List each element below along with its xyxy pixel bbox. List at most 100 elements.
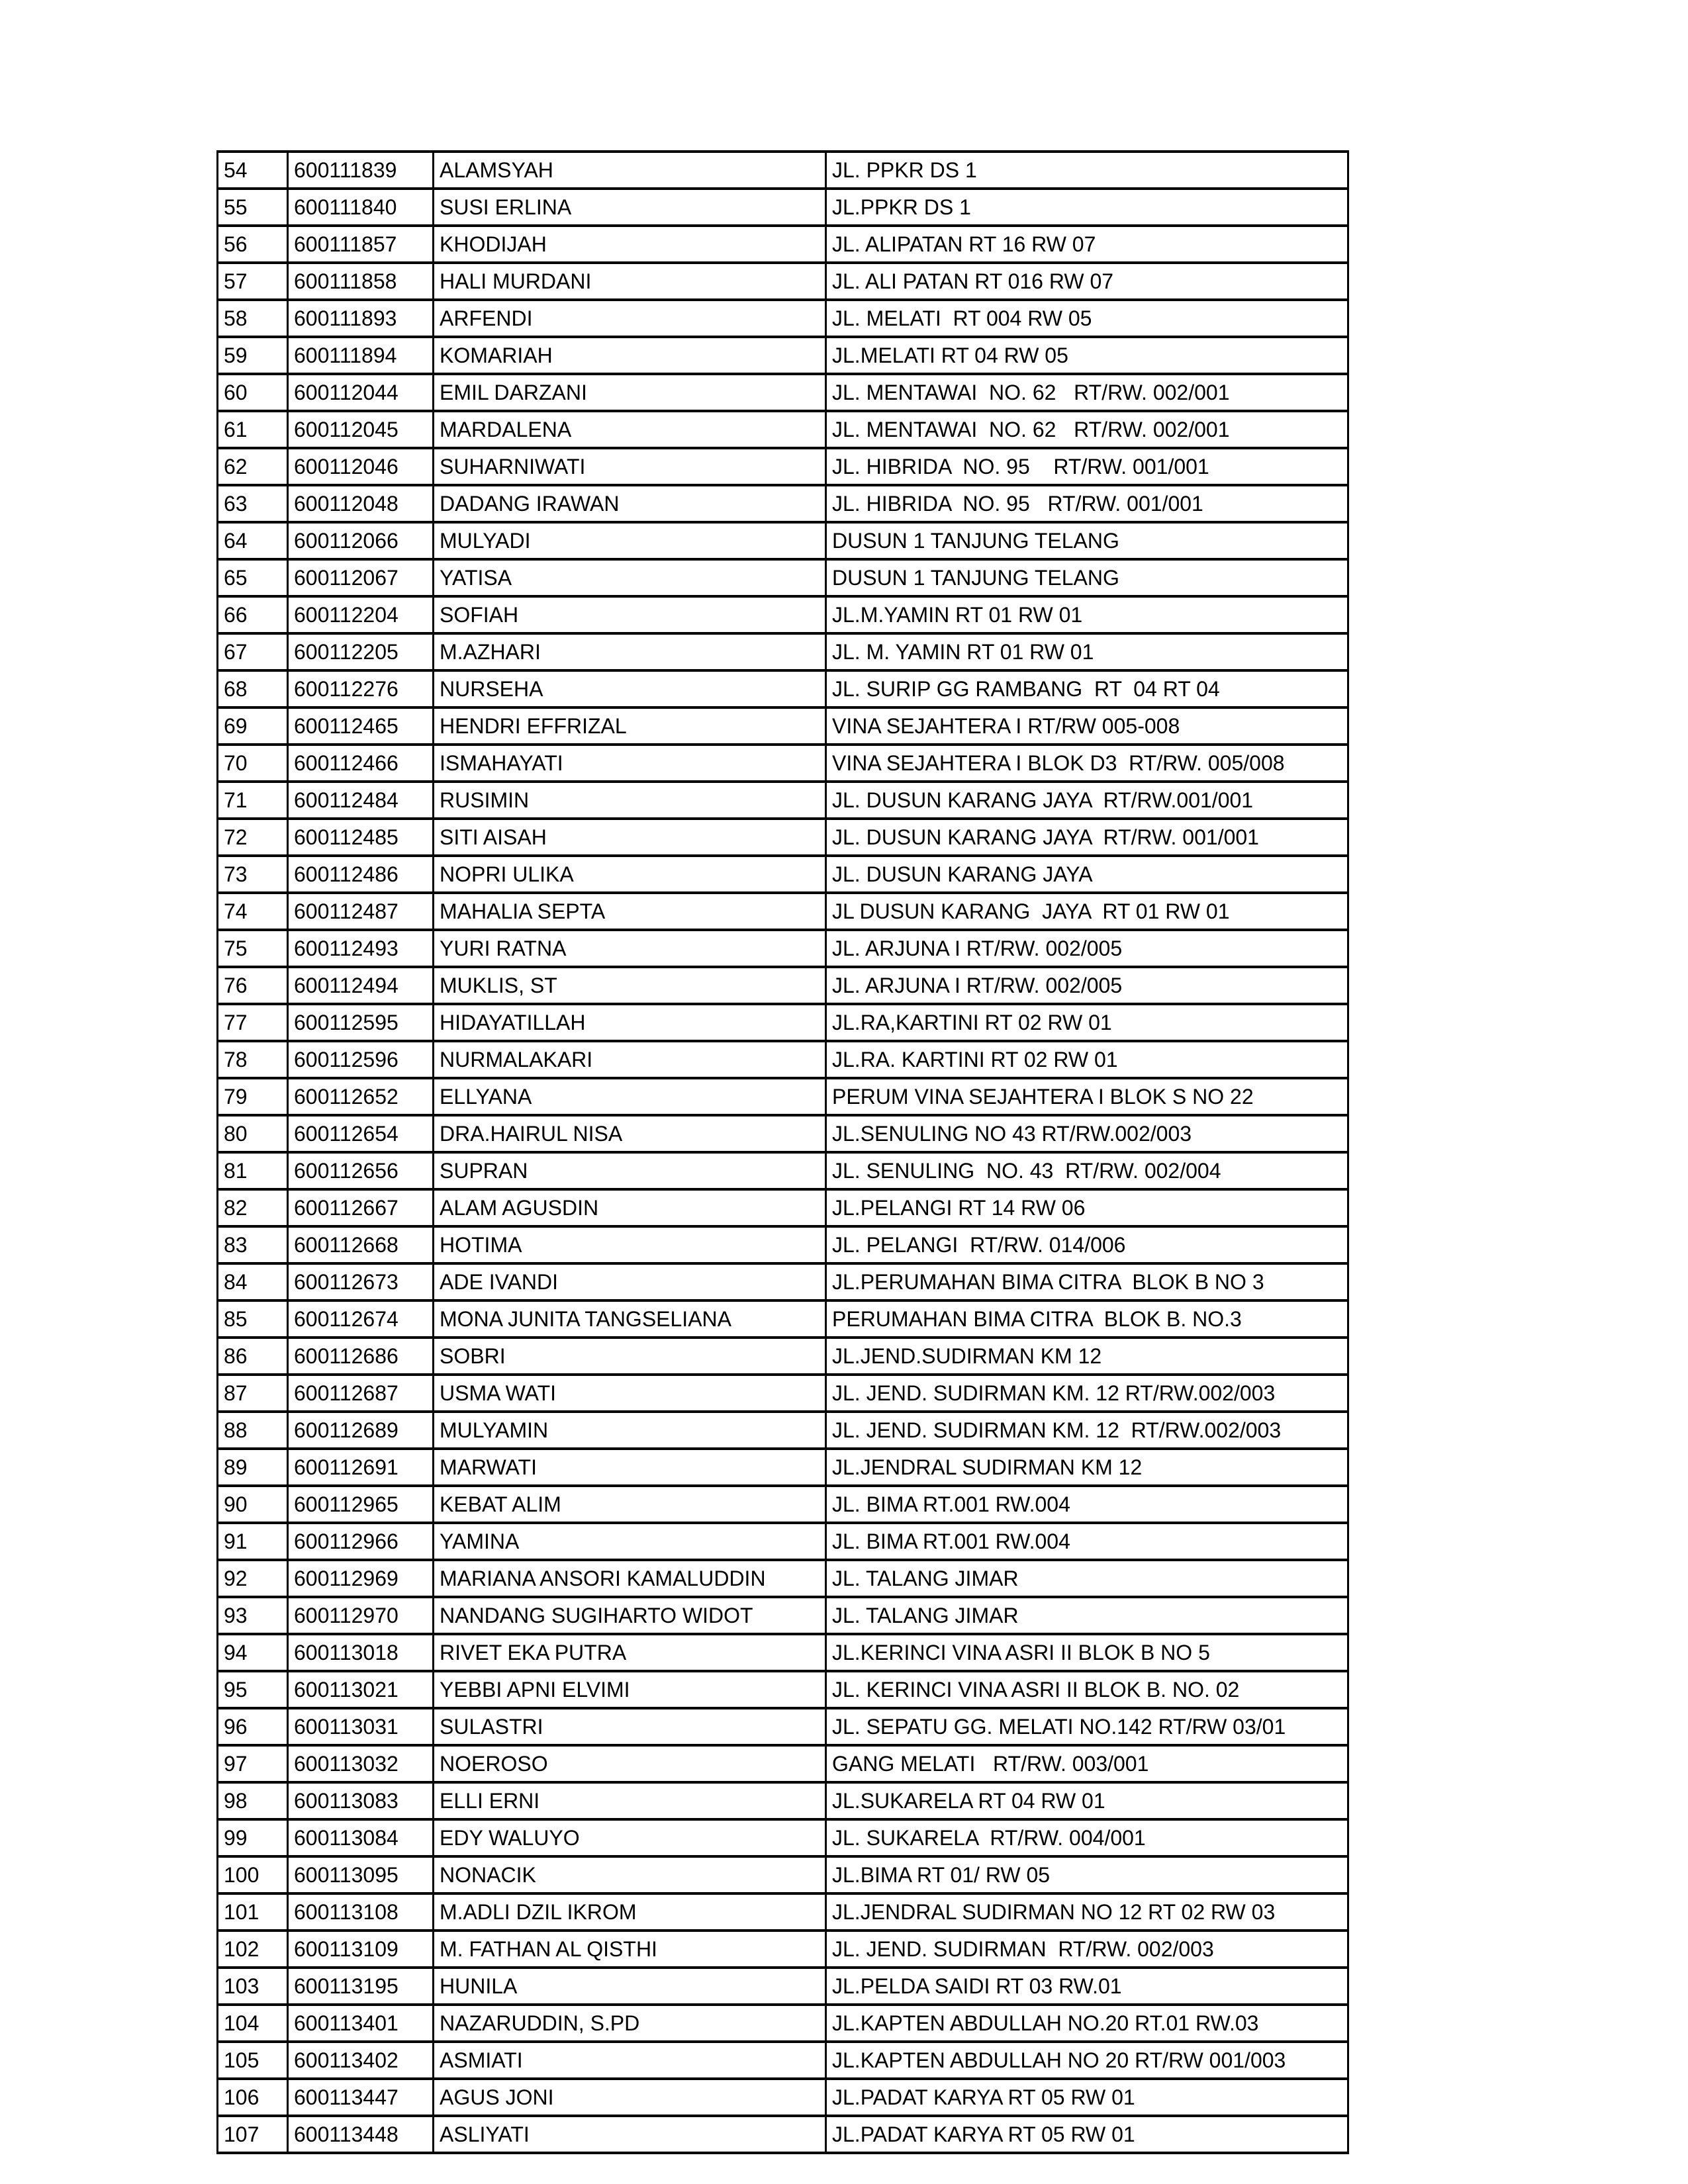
cell-id: 600112493 xyxy=(287,929,434,968)
cell-no: 67 xyxy=(216,632,289,672)
cell-no: 74 xyxy=(216,891,289,931)
cell-text: 106 xyxy=(224,2085,259,2109)
cell-text: JL.JEND.SUDIRMAN KM 12 xyxy=(832,1344,1102,1368)
cell-text: 79 xyxy=(224,1085,248,1109)
cell-text: 600112667 xyxy=(294,1196,399,1220)
cell-id: 600111894 xyxy=(287,336,434,375)
cell-text: M.ADLI DZIL IKROM xyxy=(440,1900,637,1924)
cell-text: JL. BIMA RT.001 RW.004 xyxy=(832,1529,1070,1553)
cell-text: 84 xyxy=(224,1270,248,1294)
cell-text: 600113031 xyxy=(294,1715,399,1739)
cell-no: 71 xyxy=(216,780,289,820)
cell-text: 83 xyxy=(224,1233,248,1257)
table-row: 62 600112046 SUHARNIWATI JL. HIBRIDA NO. 95… xyxy=(216,447,1349,486)
cell-no: 75 xyxy=(216,929,289,968)
cell-text: MULYAMIN xyxy=(440,1418,549,1442)
cell-text: 600113447 xyxy=(294,2085,399,2109)
cell-text: 600112686 xyxy=(294,1344,399,1368)
cell-id: 600113021 xyxy=(287,1670,434,1709)
cell-text: JL.KERINCI VINA ASRI II BLOK B NO 5 xyxy=(832,1641,1210,1664)
cell-text: 600111857 xyxy=(294,232,397,256)
table-row: 100 600113095 NONACIK JL.BIMA RT 01/ RW 05 xyxy=(216,1855,1349,1895)
table-row: 68 600112276 NURSEHA JL. SURIP GG RAMBANG R… xyxy=(216,669,1349,709)
cell-text: 600113032 xyxy=(294,1752,399,1776)
cell-text: MULYADI xyxy=(440,529,531,553)
cell-text: 80 xyxy=(224,1122,248,1146)
cell-text: 600113095 xyxy=(294,1863,399,1887)
cell-text: JL.PADAT KARYA RT 05 RW 01 xyxy=(832,2085,1135,2109)
cell-text: NURMALAKARI xyxy=(440,1048,593,1071)
cell-name: DRA.HAIRUL NISA xyxy=(432,1114,827,1154)
cell-text: PERUM VINA SEJAHTERA I BLOK S NO 22 xyxy=(832,1085,1254,1109)
cell-text: 93 xyxy=(224,1604,248,1627)
cell-text: 74 xyxy=(224,899,248,923)
cell-id: 600112486 xyxy=(287,854,434,894)
cell-name: ELLYANA xyxy=(432,1077,827,1116)
cell-text: 64 xyxy=(224,529,248,553)
table-row: 58 600111893 ARFENDI JL. MELATI RT 004 RW 0… xyxy=(216,298,1349,338)
cell-text: 103 xyxy=(224,1974,259,1998)
cell-text: MARDALENA xyxy=(440,418,572,441)
cell-text: 107 xyxy=(224,2122,259,2146)
cell-id: 600112046 xyxy=(287,447,434,486)
table-row: 107 600113448 ASLIYATI JL.PADAT KARYA RT 05… xyxy=(216,2115,1349,2154)
table-row: 69 600112465 HENDRI EFFRIZAL VINA SEJAHTERA… xyxy=(216,706,1349,746)
cell-id: 600112465 xyxy=(287,706,434,746)
table-row: 75 600112493 YURI RATNA JL. ARJUNA I RT/RW.… xyxy=(216,929,1349,968)
cell-text: HALI MURDANI xyxy=(440,269,592,293)
cell-text: 600112487 xyxy=(294,899,399,923)
cell-id: 600112276 xyxy=(287,669,434,709)
cell-text: 94 xyxy=(224,1641,248,1664)
cell-address: PERUMAHAN BIMA CITRA BLOK B. NO.3 xyxy=(825,1299,1349,1339)
cell-text: JL. TALANG JIMAR xyxy=(832,1567,1019,1590)
cell-id: 600112484 xyxy=(287,780,434,820)
cell-no: 87 xyxy=(216,1373,289,1413)
table-row: 72 600112485 SITI AISAH JL. DUSUN KARANG JA… xyxy=(216,817,1349,857)
cell-text: MAHALIA SEPTA xyxy=(440,899,606,923)
cell-address: GANG MELATI RT/RW. 003/001 xyxy=(825,1744,1349,1784)
roster-table-container: 54 600111839 ALAMSYAH JL. PPKR DS 1 55 600111… xyxy=(216,150,1349,2154)
table-row: 104 600113401 NAZARUDDIN, S.PD JL.KAPTEN AB… xyxy=(216,2003,1349,2043)
cell-name: SUSI ERLINA xyxy=(432,187,827,227)
table-row: 97 600113032 NOEROSO GANG MELATI RT/RW. 003… xyxy=(216,1744,1349,1784)
cell-text: 91 xyxy=(224,1529,248,1553)
cell-text: 600112493 xyxy=(294,936,399,960)
cell-text: HENDRI EFFRIZAL xyxy=(440,714,627,738)
cell-id: 600113401 xyxy=(287,2003,434,2043)
cell-id: 600112668 xyxy=(287,1225,434,1265)
cell-text: JL. MENTAWAI NO. 62 RT/RW. 002/001 xyxy=(832,381,1230,404)
cell-no: 85 xyxy=(216,1299,289,1339)
cell-text: 600112045 xyxy=(294,418,399,441)
cell-text: 600111894 xyxy=(294,343,397,367)
cell-text: 600112066 xyxy=(294,529,399,553)
cell-text: 63 xyxy=(224,492,248,516)
cell-text: MARIANA ANSORI KAMALUDDIN xyxy=(440,1567,766,1590)
cell-name: HUNILA xyxy=(432,1966,827,2006)
cell-name: YATISA xyxy=(432,558,827,598)
cell-address: JL.PPKR DS 1 xyxy=(825,187,1349,227)
cell-id: 600112485 xyxy=(287,817,434,857)
cell-text: 56 xyxy=(224,232,248,256)
cell-text: 600112595 xyxy=(294,1011,399,1034)
cell-address: JL.KAPTEN ABDULLAH NO 20 RT/RW 001/003 xyxy=(825,2040,1349,2080)
cell-text: ALAM AGUSDIN xyxy=(440,1196,599,1220)
cell-address: JL.SENULING NO 43 RT/RW.002/003 xyxy=(825,1114,1349,1154)
cell-text: MARWATI xyxy=(440,1455,537,1479)
cell-text: 600112689 xyxy=(294,1418,399,1442)
cell-text: MONA JUNITA TANGSELIANA xyxy=(440,1307,731,1331)
cell-text: 73 xyxy=(224,862,248,886)
cell-text: 102 xyxy=(224,1937,259,1961)
cell-text: 90 xyxy=(224,1492,248,1516)
cell-text: JL. HIBRIDA NO. 95 RT/RW. 001/001 xyxy=(832,492,1203,516)
cell-text: 67 xyxy=(224,640,248,664)
cell-text: 600112966 xyxy=(294,1529,399,1553)
cell-name: MAHALIA SEPTA xyxy=(432,891,827,931)
cell-no: 98 xyxy=(216,1781,289,1821)
cell-address: JL. ARJUNA I RT/RW. 002/005 xyxy=(825,966,1349,1005)
cell-text: 600113084 xyxy=(294,1826,399,1850)
cell-text: ADE IVANDI xyxy=(440,1270,558,1294)
cell-text: JL.PPKR DS 1 xyxy=(832,195,971,219)
cell-text: 58 xyxy=(224,306,248,330)
cell-text: SOFIAH xyxy=(440,603,519,627)
cell-text: JL. SEPATU GG. MELATI NO.142 RT/RW 03/01 xyxy=(832,1715,1286,1739)
